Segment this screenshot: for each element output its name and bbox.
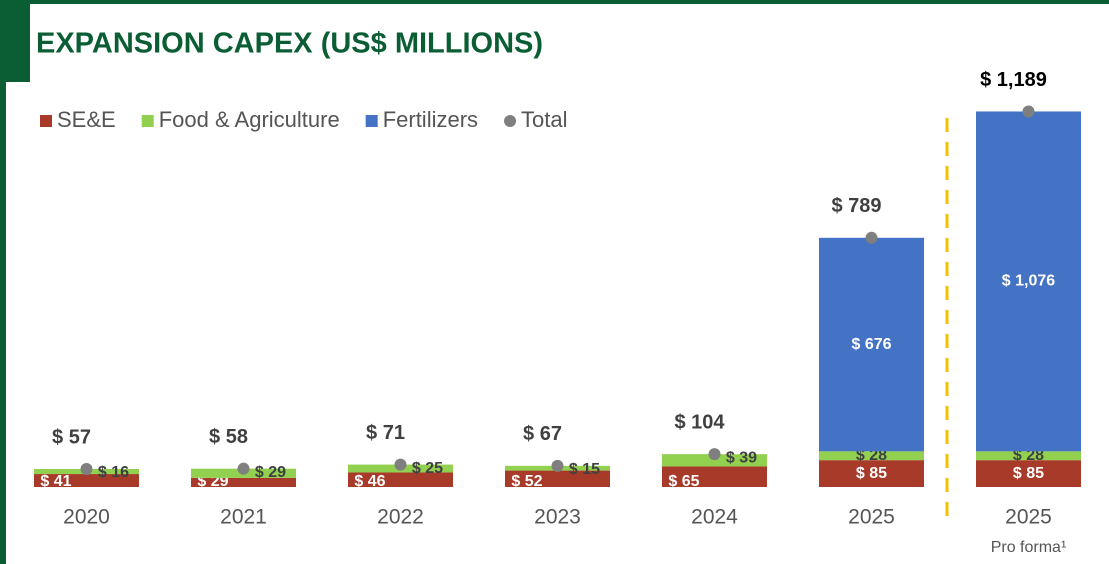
legend-swatch bbox=[141, 115, 154, 127]
total-dot bbox=[708, 448, 721, 461]
data-label: $ 25 bbox=[412, 460, 443, 477]
data-label: $ 85 bbox=[1013, 465, 1044, 482]
data-label: $ 52 bbox=[511, 473, 542, 490]
category-note: Pro forma¹ bbox=[991, 539, 1067, 556]
data-label: $ 65 bbox=[668, 473, 699, 490]
data-label: $ 85 bbox=[856, 465, 887, 482]
x-tick-label: 2022 bbox=[377, 506, 424, 529]
left-border bbox=[0, 0, 6, 564]
data-label: $ 676 bbox=[851, 336, 891, 353]
data-label: $ 1,076 bbox=[1002, 273, 1055, 290]
x-tick-label: 2024 bbox=[691, 506, 738, 529]
total-label: $ 71 bbox=[366, 422, 405, 444]
total-dot bbox=[80, 462, 93, 475]
legend-swatch bbox=[365, 115, 378, 127]
x-tick-label: 2020 bbox=[63, 506, 110, 529]
total-label: $ 789 bbox=[831, 195, 881, 217]
bar-segment bbox=[819, 451, 924, 461]
data-label: $ 41 bbox=[40, 473, 71, 490]
total-dot bbox=[394, 458, 407, 471]
data-label: $ 46 bbox=[354, 473, 385, 490]
total-label: $ 67 bbox=[523, 423, 562, 445]
bar-segment bbox=[662, 466, 767, 487]
legend-label: SE&E bbox=[57, 107, 116, 132]
bar-segment bbox=[976, 451, 1081, 461]
total-label: $ 57 bbox=[52, 426, 91, 448]
data-label: $ 16 bbox=[98, 464, 129, 481]
legend-swatch bbox=[504, 115, 517, 127]
x-tick-label: 2023 bbox=[534, 506, 581, 529]
total-dot bbox=[237, 462, 250, 475]
title-block bbox=[0, 0, 30, 82]
data-label: $ 29 bbox=[255, 464, 286, 481]
bar-segment bbox=[976, 460, 1081, 487]
total-label: $ 104 bbox=[674, 411, 725, 433]
bar-segment bbox=[348, 472, 453, 487]
x-tick-label: 2025 bbox=[848, 506, 895, 529]
bar-segment bbox=[505, 470, 610, 487]
bar-segment bbox=[662, 454, 767, 467]
total-dot bbox=[1022, 105, 1035, 118]
data-label: $ 39 bbox=[726, 449, 757, 466]
total-dot bbox=[551, 459, 564, 472]
bar-segment bbox=[976, 111, 1081, 452]
bar-segment bbox=[819, 237, 924, 452]
bar-segment bbox=[191, 477, 296, 487]
x-tick-label: 2021 bbox=[220, 506, 267, 529]
total-dot bbox=[865, 231, 878, 244]
legend-label: Fertilizers bbox=[383, 107, 478, 132]
data-label: $ 15 bbox=[569, 461, 600, 478]
x-tick-label: 2025 bbox=[1005, 506, 1052, 529]
chart-title: EXPANSION CAPEX (US$ MILLIONS) bbox=[36, 28, 543, 60]
legend-label: Food & Agriculture bbox=[159, 107, 340, 132]
total-label: $ 58 bbox=[209, 426, 248, 448]
bar-segment bbox=[34, 474, 139, 487]
legend-swatch bbox=[40, 115, 52, 127]
total-label: $ 1,189 bbox=[980, 69, 1047, 91]
bar-segment bbox=[819, 460, 924, 487]
legend-label: Total bbox=[521, 107, 567, 132]
top-border bbox=[0, 0, 1109, 4]
